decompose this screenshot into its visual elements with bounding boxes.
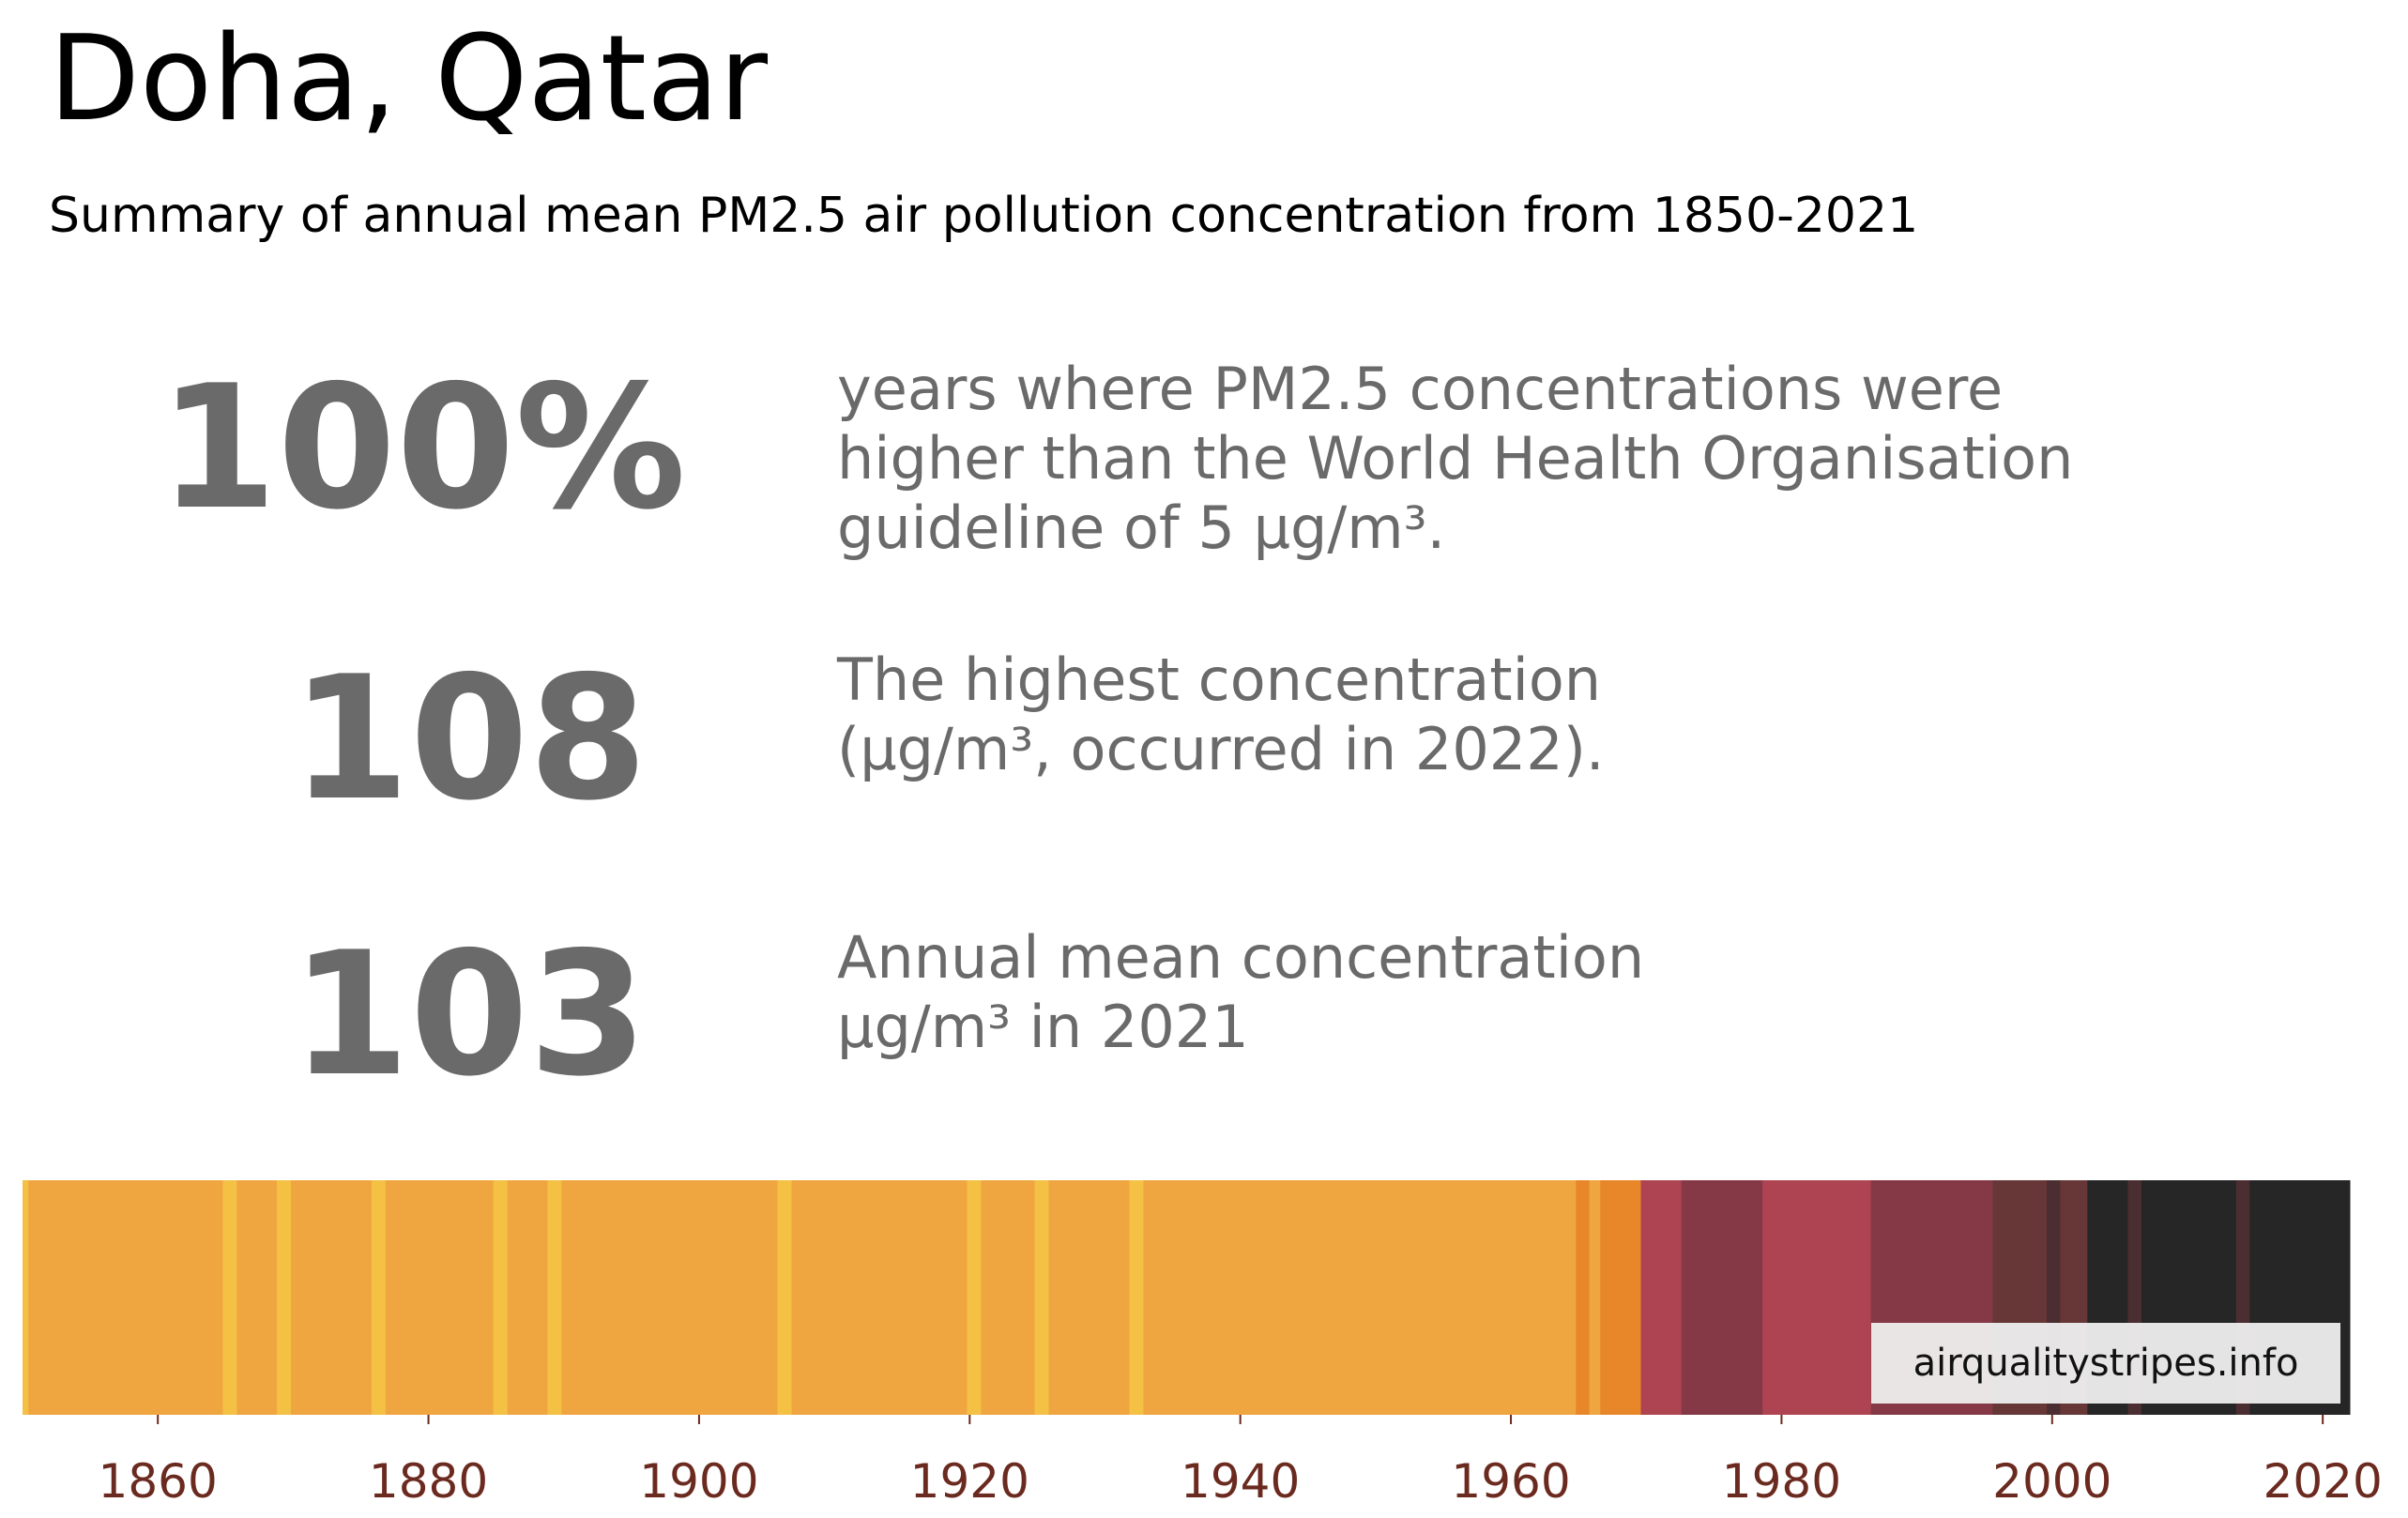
- stripe-segment-8: [1034, 1180, 1049, 1415]
- stripe-segment-5: [547, 1180, 562, 1415]
- stat-percent-value: 100%: [158, 348, 687, 547]
- stat-annual-mean-description: Annual mean concentration µg/m³ in 2021: [837, 923, 1645, 1061]
- stripe-segment-2: [277, 1180, 291, 1415]
- stripe-segment-4: [493, 1180, 508, 1415]
- stripe-segment-12: [1600, 1180, 1641, 1415]
- stripe-segment-11: [1589, 1180, 1601, 1415]
- stat-percent-description: years where PM2.5 concentrations were hi…: [837, 355, 2074, 562]
- stripe-segment-3: [372, 1180, 386, 1415]
- page-title: Doha, Qatar: [49, 9, 769, 147]
- x-tick-label-1900: 1900: [639, 1454, 758, 1509]
- x-tick-label-1880: 1880: [369, 1454, 488, 1509]
- stripe-segment-0: [23, 1180, 29, 1415]
- watermark-text: airqualitystripes.info: [1913, 1342, 2299, 1385]
- x-tick-label-2020: 2020: [2263, 1454, 2383, 1509]
- page-subtitle: Summary of annual mean PM2.5 air polluti…: [49, 188, 1919, 244]
- stat-highest-description: The highest concentration (µg/m³, occurr…: [837, 645, 1605, 783]
- stripe-segment-14: [1681, 1180, 1763, 1415]
- stripe-segment-9: [1129, 1180, 1144, 1415]
- watermark-box: [1871, 1323, 2340, 1404]
- stripe-segment-7: [967, 1180, 982, 1415]
- stat-annual-mean-value: 103: [291, 915, 648, 1114]
- x-tick-label-1960: 1960: [1451, 1454, 1570, 1509]
- stripe-segment-6: [777, 1180, 792, 1415]
- stripes-group: [23, 1180, 2351, 1415]
- x-tick-label-2000: 2000: [1992, 1454, 2111, 1509]
- x-tick-label-1980: 1980: [1722, 1454, 1841, 1509]
- watermark: airqualitystripes.info: [1871, 1323, 2340, 1404]
- stat-highest-value: 108: [291, 639, 648, 838]
- x-tick-label-1940: 1940: [1181, 1454, 1300, 1509]
- stripe-segment-10: [1576, 1180, 1591, 1415]
- x-tick-label-1860: 1860: [99, 1454, 218, 1509]
- x-tick-label-1920: 1920: [910, 1454, 1029, 1509]
- stripe-segment-13: [1640, 1180, 1683, 1415]
- x-axis-ticks: 1860 1880 1900 1920 1940 1960 1980 2000 2020: [99, 1415, 2383, 1509]
- stripe-segment-15: [1762, 1180, 1872, 1415]
- stripe-segment-1: [222, 1180, 237, 1415]
